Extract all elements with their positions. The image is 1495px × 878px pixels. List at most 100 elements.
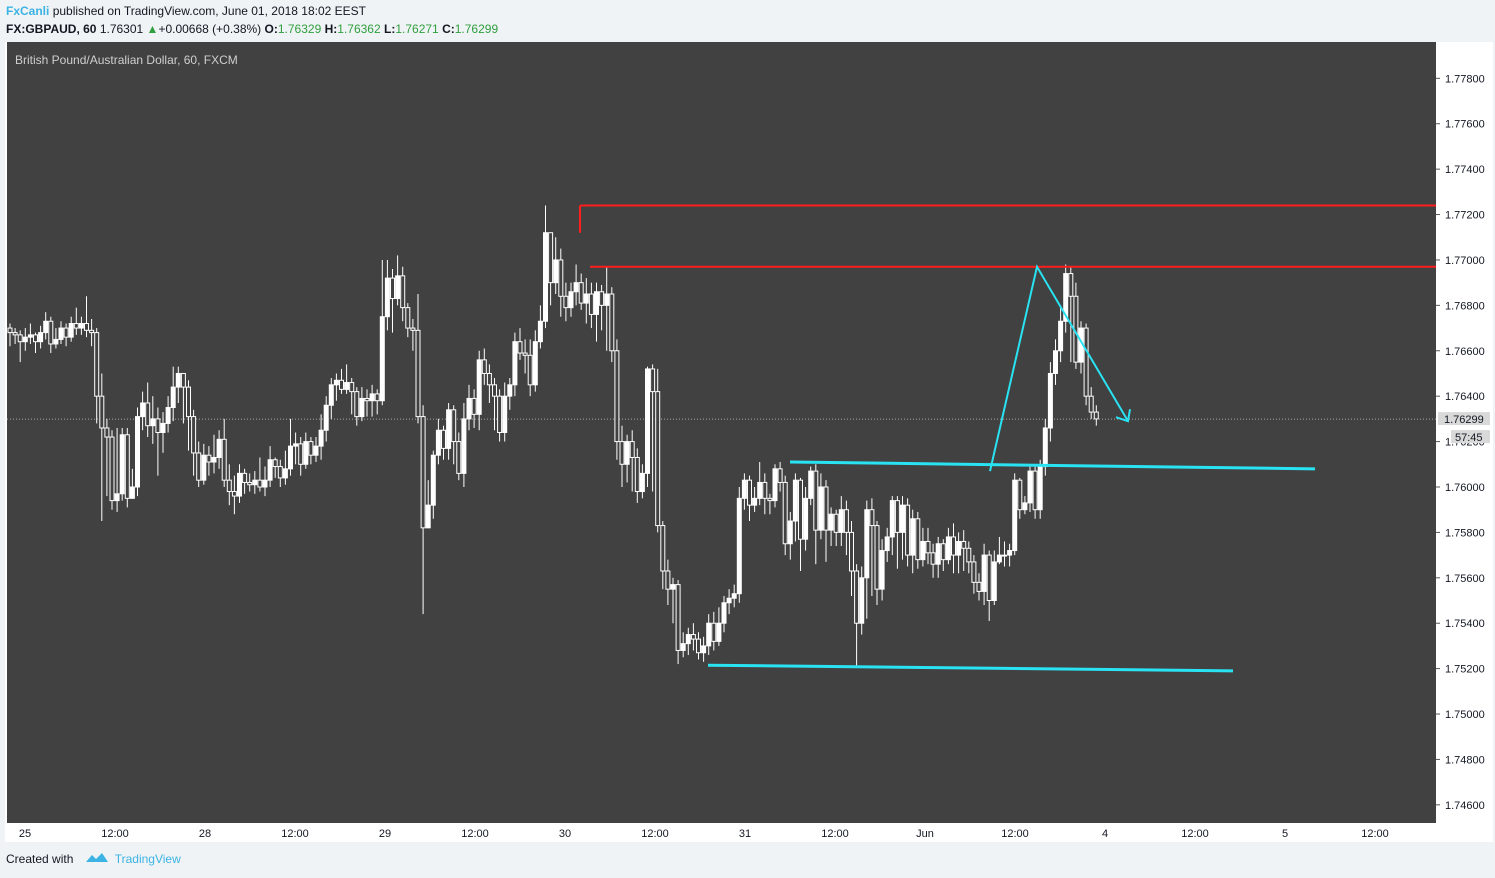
candle-body [1037,466,1043,511]
candle-body [150,418,156,427]
candle-body [1027,470,1033,504]
candle-body [466,397,472,420]
x-tick-label: 12:00 [821,828,849,840]
candle-body [109,436,115,502]
candle-body [308,441,314,456]
candle-body [175,372,181,388]
candle-body [721,602,727,624]
candle-body [645,368,650,474]
candle-body [1002,554,1007,557]
y-tick-label: 1.77000 [1445,255,1485,267]
candle-body [390,277,395,300]
candle-body [231,491,237,497]
candle-body [410,327,416,331]
candle-body [726,597,732,604]
candle-body [599,291,605,306]
candle-body [206,454,212,463]
candle-body [843,509,849,533]
candle-body [639,472,645,493]
projection-arrow-icon [1115,408,1131,423]
y-tick-label: 1.76800 [1445,300,1485,312]
candle-body [1088,395,1094,413]
candle-body [833,513,839,533]
x-tick-label: 31 [739,828,751,840]
candle-body [930,552,936,565]
candle-body [170,386,176,409]
candle-body [532,341,538,386]
y-tick-label: 1.74800 [1445,754,1485,766]
candle-body [451,409,457,443]
candle-body [288,445,293,470]
price-chart[interactable]: British Pound/Australian Dollar, 60, FXC… [5,42,1493,842]
candle-body [910,518,916,556]
candle-body [675,584,681,651]
candle-body [114,493,120,502]
candle-body [262,479,268,488]
candle-body [298,443,304,465]
candle-body [257,479,263,488]
candle-body [915,518,921,561]
candle-body [425,504,431,529]
x-tick-label: 12:00 [1181,828,1209,840]
candle-body [354,391,360,418]
candle-body [486,372,492,386]
candle-body [517,341,523,354]
candle-body [945,536,951,561]
candle-body [379,316,385,402]
candle-body [604,293,610,306]
candle-body [461,418,467,474]
x-tick-label: 29 [379,828,391,840]
candle-body [48,320,54,345]
candle-body [813,470,819,531]
candle-body [242,472,248,483]
projection-path [989,264,1129,472]
x-tick-label: 5 [1282,828,1288,840]
candle-body [1093,411,1099,420]
candle-body [333,379,339,386]
candle-body [456,441,462,474]
symbol-label: FX:GBPAUD, 60 [6,22,97,36]
candle-body [180,372,186,388]
x-tick-label: 25 [19,828,31,840]
candle-body [1047,372,1053,429]
candle-body [685,634,691,645]
plot-area [7,42,1436,823]
x-tick-label: Jun [916,828,934,840]
candle-body [981,554,987,592]
high-label: H: [324,22,338,36]
candle-body [823,486,829,531]
candle-body [415,329,421,418]
candle-body [237,472,242,497]
drawings-group [579,204,1436,673]
candle-body [201,454,207,481]
tradingview-link[interactable]: TradingView [114,852,181,866]
candle-body [624,441,630,465]
candle-body [752,497,758,506]
candle-body [1058,320,1064,352]
candle-body [894,500,900,533]
candle-body [716,622,722,642]
candle-body [38,332,44,343]
candle-body [854,570,860,624]
candle-body [512,341,518,386]
candle-body [787,520,793,545]
candle-body [650,368,656,393]
candle-body [33,334,38,343]
candle-body [446,409,452,449]
candle-body [89,329,95,334]
candle-body [828,513,834,531]
publish-text: published on TradingView.com, June 01, 2… [52,4,367,18]
candle-body [155,418,161,433]
candle-body [140,402,146,418]
channel-lower-line [707,663,1234,673]
last-price: 1.76301 [99,22,144,36]
y-tick-label: 1.77600 [1445,119,1485,131]
candle-body [22,336,28,343]
y-tick-label: 1.76600 [1445,346,1485,358]
candle-body [818,486,824,531]
low-value: 1.76271 [395,22,439,36]
candle-body [1032,470,1038,511]
author-link[interactable]: FxCanli [6,4,50,18]
candle-body [935,543,941,565]
candle-body [318,429,324,447]
